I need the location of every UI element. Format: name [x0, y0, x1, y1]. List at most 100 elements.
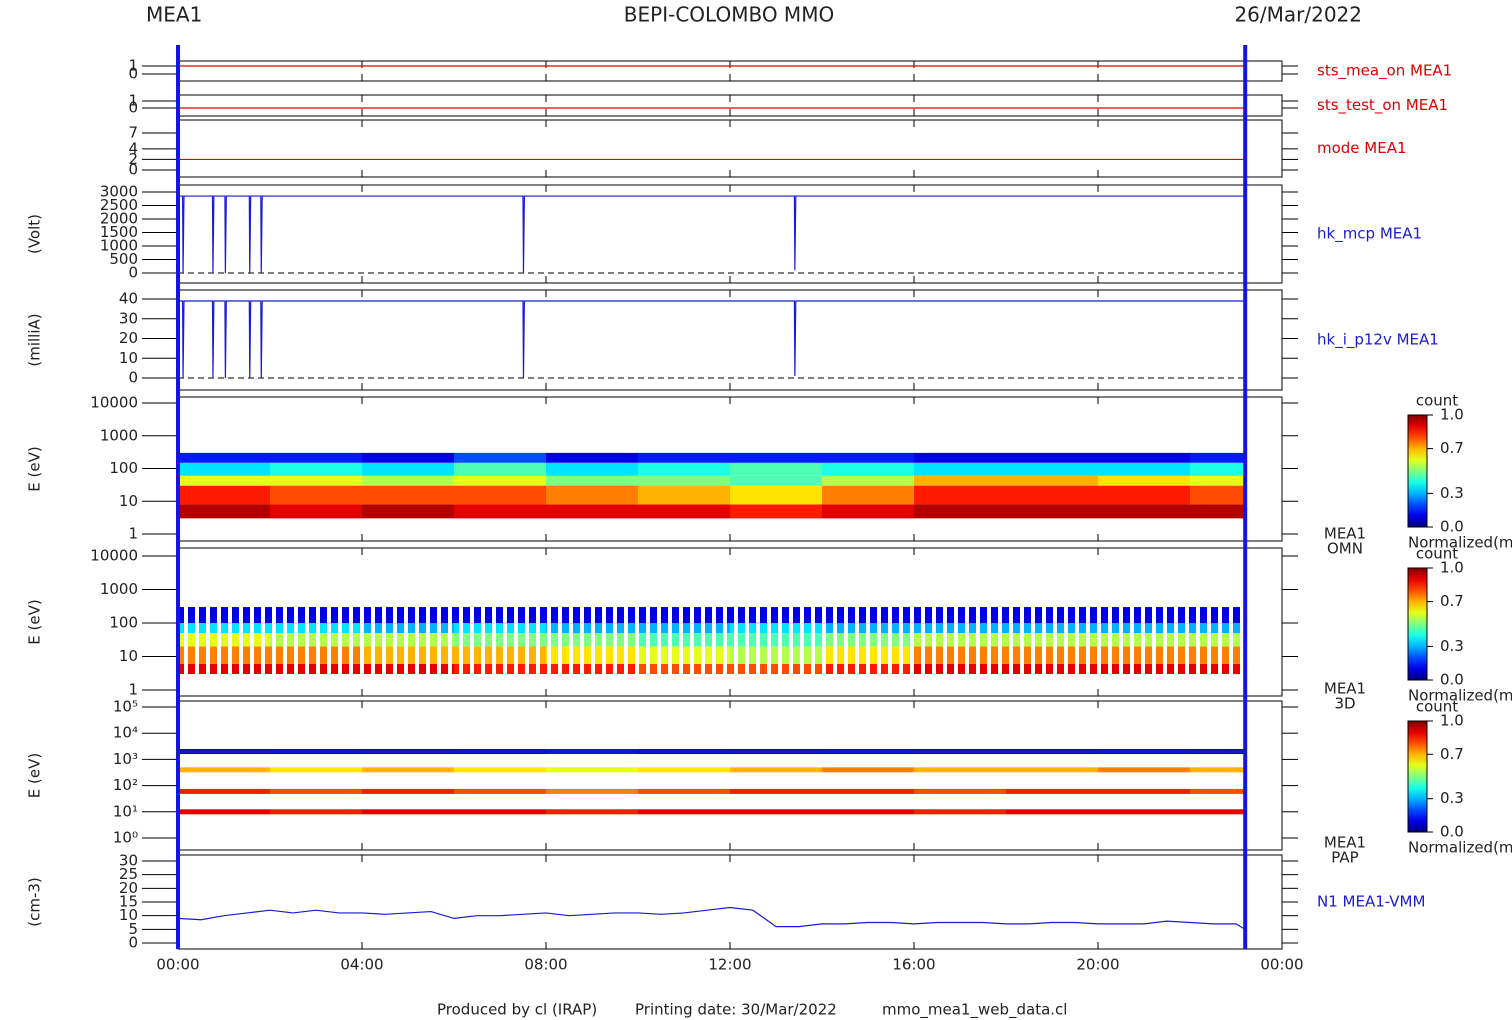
y-tick-label: 30 [119, 309, 138, 327]
y-tick-label: 1500 [100, 223, 138, 241]
stripe-gap [1196, 606, 1200, 676]
stripe-gap [756, 606, 760, 676]
stripe-gap [184, 606, 188, 676]
x-tick-label: 20:00 [1076, 956, 1119, 974]
y-tick-label: 0 [128, 161, 138, 179]
stripe-gap [1053, 606, 1057, 676]
heatmap-cell [638, 633, 730, 647]
heatmap-cell [178, 623, 270, 634]
stripe-gap [877, 606, 881, 676]
stripe-gap [954, 606, 958, 676]
stripe-gap [470, 606, 474, 676]
stripe-gap [1163, 606, 1167, 676]
heatmap-cell [178, 485, 270, 505]
panel-frame [177, 854, 1283, 950]
heatmap-cell [638, 504, 730, 519]
heatmap-cell [1190, 767, 1246, 773]
heatmap-cell [270, 475, 362, 486]
heatmap-cell [730, 452, 822, 463]
heatmap-cell [914, 767, 1006, 773]
y-tick-label: 1 [128, 57, 138, 75]
heatmap-cell [270, 788, 362, 794]
stripe-gap [1075, 606, 1079, 676]
y-axis-title: E (eV) [26, 446, 44, 491]
heatmap-cell [454, 663, 546, 675]
stripe-gap [294, 606, 298, 676]
colorbar-tick-label: 0.7 [1440, 592, 1464, 610]
colorbar-tick-label: 0.3 [1440, 637, 1464, 655]
stripe-gap [712, 606, 716, 676]
y-tick-label: 10³ [113, 750, 138, 768]
panel-label: MEA1 [1324, 680, 1366, 698]
heatmap-cell [1190, 809, 1246, 815]
panel-frame [177, 700, 1283, 851]
heatmap-cell [546, 485, 638, 505]
y-tick-label: 1 [128, 525, 138, 543]
stripe-gap [646, 606, 650, 676]
heatmap-cell [546, 767, 638, 773]
colorbar [1407, 414, 1428, 528]
stripe-gap [1009, 606, 1013, 676]
y-tick-label: 1 [128, 681, 138, 699]
heatmap-cell [638, 485, 730, 505]
y-tick-label: 1000 [100, 237, 138, 255]
stripe-gap [580, 606, 584, 676]
stripe-gap [503, 606, 507, 676]
stripe-gap [1207, 606, 1211, 676]
y-tick-label: 1000 [100, 426, 138, 444]
heatmap-cell [454, 633, 546, 647]
stripe-gap [228, 606, 232, 676]
heatmap-cell [730, 623, 822, 634]
heatmap-cell [638, 767, 730, 773]
y-tick-label: 0 [128, 934, 138, 952]
heatmap-cell [454, 462, 546, 476]
stripe-gap [283, 606, 287, 676]
stripe-gap [558, 606, 562, 676]
heatmap-cell [914, 663, 1006, 675]
stripe-gap [195, 606, 199, 676]
panel-label: OMN [1327, 540, 1363, 558]
y-tick-label: 10¹ [113, 802, 138, 820]
stripe-gap [305, 606, 309, 676]
stripe-gap [1174, 606, 1178, 676]
heatmap-cell [1098, 485, 1190, 505]
heatmap-cell [638, 663, 730, 675]
heatmap-cell [914, 607, 1006, 623]
stripe-gap [624, 606, 628, 676]
heatmap-cell [730, 809, 822, 815]
heatmap-cell [638, 788, 730, 794]
y-axis-title: (Volt) [26, 214, 44, 254]
heatmap-cell [638, 607, 730, 623]
series-label: hk_mcp MEA1 [1317, 225, 1422, 244]
series-label: hk_i_p12v MEA1 [1317, 331, 1439, 350]
heatmap-cell [638, 646, 730, 664]
stripe-gap [206, 606, 210, 676]
heatmap-cell [1006, 646, 1098, 664]
heatmap-cell [1098, 475, 1190, 486]
panel-label: PAP [1331, 849, 1358, 867]
heatmap-cell [270, 462, 362, 476]
heatmap-cell [638, 809, 730, 815]
heatmap-cell [454, 475, 546, 486]
y-axis-title: E (eV) [26, 599, 44, 644]
colorbar-tick-label: 1.0 [1440, 406, 1464, 424]
stripe-gap [888, 606, 892, 676]
heatmap-cell [270, 809, 362, 815]
heatmap-cell [362, 788, 454, 794]
y-axis-title: E (eV) [26, 753, 44, 798]
stripe-gap [360, 606, 364, 676]
heatmap-cell [1006, 788, 1098, 794]
stripe-gap [910, 606, 914, 676]
stripe-gap [657, 606, 661, 676]
panel-frame [177, 289, 1283, 391]
heatmap-cell [730, 462, 822, 476]
y-tick-label: 10² [113, 776, 138, 794]
stripe-gap [635, 606, 639, 676]
heatmap-cell [1006, 475, 1098, 486]
stripe-gap [261, 606, 265, 676]
stripe-gap [932, 606, 936, 676]
heatmap-cell [730, 607, 822, 623]
series-label: sts_mea_on MEA1 [1317, 62, 1452, 81]
colorbar-tick-label: 0.0 [1440, 671, 1464, 689]
